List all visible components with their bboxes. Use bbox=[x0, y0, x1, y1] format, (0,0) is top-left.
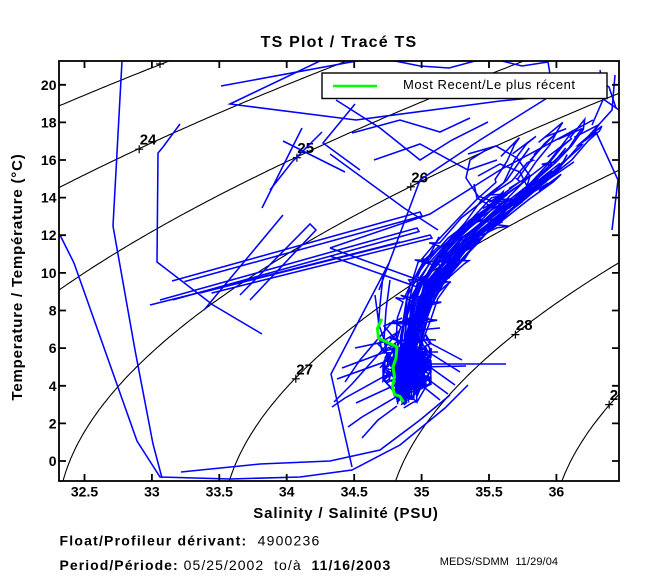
svg-text:35: 35 bbox=[414, 484, 430, 500]
svg-text:20: 20 bbox=[41, 77, 57, 93]
svg-text:12: 12 bbox=[41, 227, 57, 243]
svg-text:27: 27 bbox=[296, 361, 313, 378]
svg-text:6: 6 bbox=[49, 340, 57, 356]
svg-text:Most Recent/Le plus récent: Most Recent/Le plus récent bbox=[403, 77, 576, 92]
svg-text:Period/Période: 05/25/2002 to: Period/Période: 05/25/2002 to/à 11/16/20… bbox=[60, 557, 392, 573]
svg-text:Salinity / Salinité (PSU): Salinity / Salinité (PSU) bbox=[253, 505, 438, 522]
svg-text:35.5: 35.5 bbox=[475, 484, 502, 500]
svg-text:TS Plot / Tracé TS: TS Plot / Tracé TS bbox=[261, 34, 418, 51]
svg-text:Float/Profileur dérivant: 490: Float/Profileur dérivant: 4900236 bbox=[60, 533, 321, 549]
svg-text:Temperature / Température (°C): Temperature / Température (°C) bbox=[9, 154, 26, 401]
svg-text:26: 26 bbox=[411, 169, 428, 186]
svg-text:18: 18 bbox=[41, 114, 57, 130]
svg-text:16: 16 bbox=[41, 152, 57, 168]
svg-text:2: 2 bbox=[49, 415, 57, 431]
svg-text:34.5: 34.5 bbox=[341, 484, 368, 500]
svg-text:29: 29 bbox=[610, 387, 627, 404]
svg-text:14: 14 bbox=[41, 190, 57, 206]
svg-text:36: 36 bbox=[549, 484, 565, 500]
svg-text:8: 8 bbox=[49, 303, 57, 319]
svg-text:24: 24 bbox=[140, 132, 157, 149]
svg-text:4: 4 bbox=[49, 378, 57, 394]
svg-text:32.5: 32.5 bbox=[71, 484, 98, 500]
svg-text:34: 34 bbox=[279, 484, 295, 500]
svg-text:MEDS/SDMM 11/29/04: MEDS/SDMM 11/29/04 bbox=[440, 556, 558, 568]
svg-text:0: 0 bbox=[49, 453, 57, 469]
svg-text:10: 10 bbox=[41, 265, 57, 281]
svg-text:33: 33 bbox=[144, 484, 160, 500]
svg-text:33.5: 33.5 bbox=[206, 484, 233, 500]
svg-text:28: 28 bbox=[516, 317, 533, 334]
